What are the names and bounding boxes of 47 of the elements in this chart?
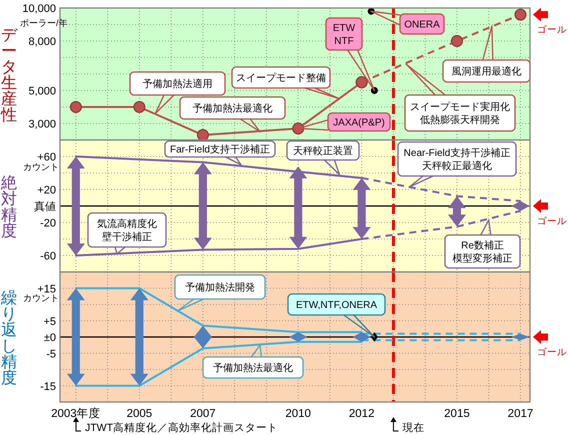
y-tick-label: 真値	[34, 200, 56, 213]
y-tick-label: +60	[37, 152, 56, 164]
annotation: ゴール	[536, 346, 567, 358]
annotation: 予備加熱法適用	[142, 78, 212, 90]
y-axis-title: 絶対精度	[0, 174, 17, 240]
y-tick-label: 5,000	[28, 86, 56, 98]
text: JTWT高精度化／高効率化計画スタート	[85, 421, 278, 434]
y-tick-label: 8,000	[28, 36, 56, 48]
y-tick-label: -5	[46, 348, 56, 360]
annotation: スイープモード実用化低熱膨張天秤開発	[410, 101, 510, 126]
x-tick-label: 2007	[190, 408, 216, 420]
x-tick-label: 2010	[285, 408, 311, 420]
annotation: ゴール	[536, 24, 567, 36]
x-tick-label: 2005	[126, 408, 152, 420]
annotation: Near-Field支持干渉補正天秤較正最適化	[404, 147, 510, 172]
y-axis-title: 繰り返し精度	[0, 290, 17, 387]
annotation: ONERA	[404, 20, 440, 31]
annotation: 風洞運用最適化	[452, 66, 522, 78]
annotation: 予備加熱法最適化	[213, 362, 293, 374]
y-tick-label: +5	[43, 316, 56, 328]
y-tick-label: +15	[37, 283, 56, 296]
annotation: ETW NTF	[332, 23, 356, 48]
annotation: Far-Field支持干渉補正	[170, 144, 270, 156]
ref-line-label: 現在	[402, 422, 424, 434]
annotation: JAXA(P&P)	[333, 118, 385, 129]
annotation: スイープモード整備	[236, 72, 326, 84]
annotation: 予備加熱法開発	[185, 282, 255, 294]
y-tick-label: 3,000	[28, 118, 56, 130]
annotation: 予備加熱法最適化	[192, 102, 272, 115]
x-tick-label: 2015	[444, 408, 470, 420]
x-tick-label: 2003年度	[51, 406, 101, 420]
annotation: ETW,NTF,ONERA	[296, 300, 378, 312]
y-tick-label: ±0	[44, 332, 56, 344]
y-tick-label: -20	[40, 218, 56, 230]
x-tick-label: 2012	[348, 408, 374, 420]
y-tick-label: -60	[40, 250, 56, 262]
annotation: 気流高精度化壁干渉補正	[97, 218, 157, 244]
y-tick-label: 10,000	[22, 3, 56, 15]
y-axis-title: データ生産性	[0, 26, 18, 124]
annotation: ゴール	[536, 215, 567, 227]
text: カウント	[23, 293, 59, 303]
y-tick-label: +20	[37, 184, 56, 196]
y-tick-label: -15	[40, 380, 56, 393]
annotation: 天秤較正装置	[293, 145, 353, 158]
text: カウント	[23, 162, 59, 172]
annotation: Re数補正模型変形補正	[452, 240, 512, 265]
x-tick-label: 2017	[508, 408, 534, 420]
